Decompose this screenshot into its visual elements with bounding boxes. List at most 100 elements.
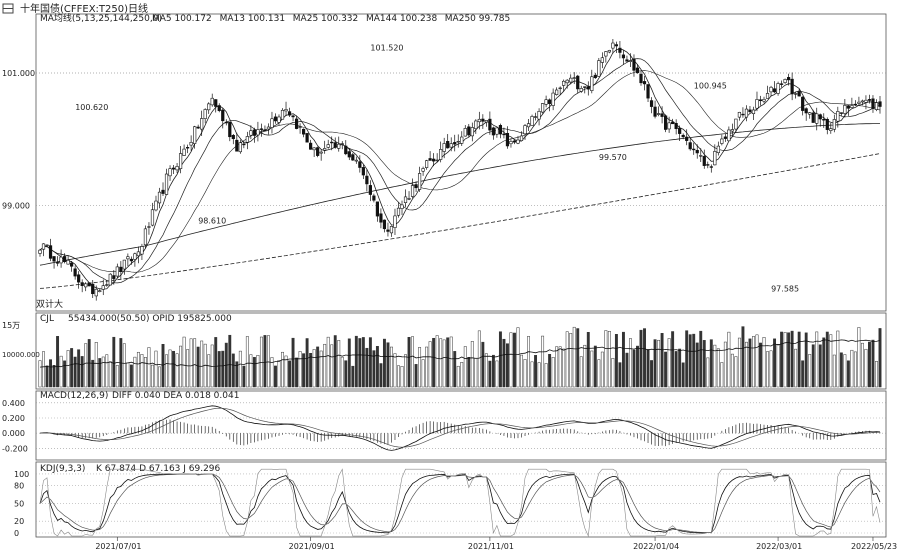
kdj-y-tick-label: 50 [14, 499, 24, 508]
volume-bar [333, 335, 337, 388]
volume-bar [189, 338, 193, 388]
candle-body [414, 184, 418, 189]
candle-body [533, 116, 538, 118]
candle-body [358, 161, 362, 168]
candle-body [77, 274, 81, 283]
candle-body [210, 97, 214, 106]
candle-body [119, 266, 123, 272]
macd-label[interactable]: MACD(12,26,9) [40, 391, 108, 401]
candle-body [365, 175, 369, 185]
volume-bar [340, 356, 344, 388]
volume-bar [825, 331, 829, 388]
candle-body [808, 112, 812, 115]
ma-indicator-label[interactable]: MA均线(5,13,25,144,250,0) [40, 12, 162, 24]
volume-bar [741, 326, 745, 388]
volume-bar [312, 349, 316, 388]
candle-body [467, 126, 471, 136]
volume-bar [815, 331, 819, 388]
candle-body [157, 191, 162, 204]
candle-body [737, 111, 742, 118]
candle-body [337, 143, 341, 149]
candle-body [330, 141, 334, 144]
candle-body [463, 128, 467, 137]
volume-bar [505, 343, 509, 388]
volume-bar [411, 336, 415, 388]
volume-bar [709, 339, 713, 388]
main-legend: MA均线(5,13,25,144,250,0) [40, 12, 162, 24]
volume-bar [625, 352, 629, 388]
candle-body [744, 108, 749, 118]
volume-bar [804, 332, 808, 388]
kdj-label[interactable]: KDJ(9,3,3) [40, 464, 85, 474]
candle-body [495, 127, 499, 135]
candle-body [133, 253, 137, 260]
candle-body [87, 282, 91, 287]
candle-body [231, 135, 235, 140]
x-tick-label: 2022/01/04 [633, 542, 679, 551]
volume-bar [379, 363, 383, 388]
candle-body [80, 282, 84, 286]
candle-body [386, 229, 390, 232]
corner-label: 双计大 [36, 298, 63, 310]
volume-bar [428, 341, 432, 388]
volume-bar [217, 351, 221, 388]
volume-bar [463, 346, 467, 388]
volume-bar [172, 350, 176, 388]
open-interest-line [39, 339, 881, 368]
period-label[interactable]: 日线 [128, 2, 148, 15]
volume-bar [154, 350, 158, 388]
volume-bar [214, 337, 218, 388]
volume-bar [101, 356, 105, 388]
volume-bar [94, 342, 98, 388]
volume-values: 55434.000(50.50) OPID 195825.000 [68, 314, 232, 324]
ma-value-ma250: MA250 99.785 [445, 14, 510, 24]
panel-frame-vol [35, 312, 887, 390]
volume-bar [797, 331, 801, 388]
volume-label[interactable]: CJL [40, 314, 54, 324]
candle-body [193, 126, 197, 144]
volume-bar [49, 359, 52, 388]
candle-body [52, 256, 56, 262]
volume-bar [270, 357, 274, 388]
volume-bar [727, 331, 731, 388]
ma5-line [39, 48, 881, 290]
candle-body [456, 140, 460, 143]
volume-bar [730, 353, 734, 388]
kdj-y-tick-label: 100 [14, 470, 29, 479]
candle-body [635, 67, 640, 74]
candle-body [685, 136, 689, 141]
candle-body [671, 121, 675, 125]
candle-body [794, 93, 798, 95]
volume-bar [868, 341, 871, 388]
volume-bar [590, 350, 594, 388]
extreme-label: 100.620 [75, 103, 108, 112]
candle-body [797, 91, 801, 97]
volume-bar [685, 330, 689, 388]
header: 十年国债(CFFEX:T250) 日线 [2, 2, 148, 15]
kdj-grid: 100 80 50 20 0 [14, 470, 886, 538]
volume-bar [836, 330, 840, 388]
volume-bar [221, 350, 225, 388]
candle-body [604, 51, 608, 57]
extreme-label: 98.610 [198, 216, 226, 225]
candle-body [790, 78, 794, 95]
candle-body [129, 258, 133, 262]
volume-bar [586, 332, 590, 388]
candle-body [372, 195, 376, 201]
candle-body [154, 200, 158, 211]
volume-bar [572, 326, 576, 388]
candle-body [572, 77, 576, 79]
candle-body [779, 83, 784, 85]
volume-bar [565, 331, 569, 388]
candle-body [347, 151, 351, 158]
volume-bar [734, 356, 738, 388]
volume-bar [382, 338, 386, 388]
candle-body [558, 87, 562, 90]
volume-bar [502, 338, 506, 388]
candle-body [681, 134, 685, 138]
volume-bar [207, 354, 211, 388]
volume-bar [692, 333, 696, 388]
volume-bar [646, 349, 650, 388]
kdj-values: K 67.874 D 67.163 J 69.296 [96, 464, 221, 474]
candle-body [410, 185, 415, 197]
